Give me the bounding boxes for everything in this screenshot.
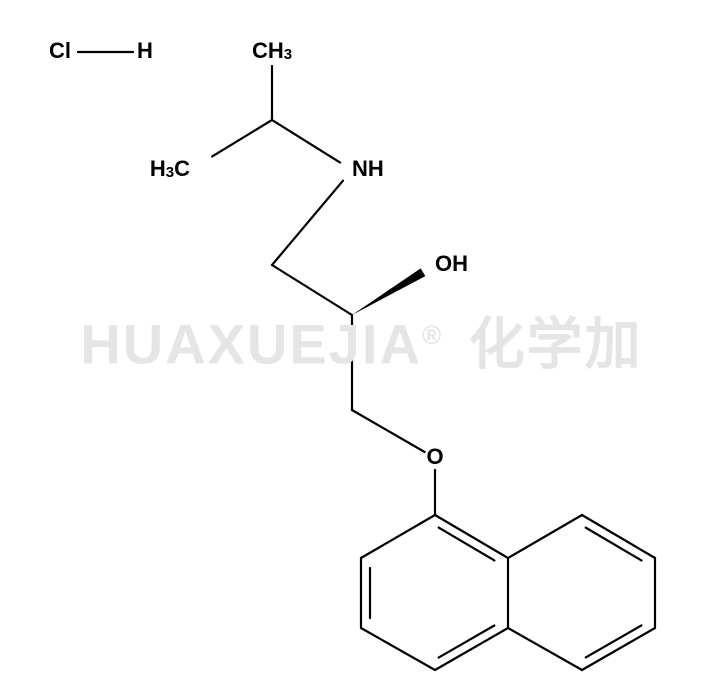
svg-text:H: H (137, 38, 153, 63)
svg-text:CH3: CH3 (252, 38, 292, 63)
molecule-diagram: H Cl CH3 H3C NH OH O (0, 0, 723, 680)
svg-text:OH: OH (435, 251, 468, 276)
svg-text:O: O (426, 444, 443, 469)
svg-text:H3C: H3C (150, 156, 190, 181)
svg-text:Cl: Cl (49, 38, 71, 63)
svg-text:NH: NH (352, 156, 384, 181)
